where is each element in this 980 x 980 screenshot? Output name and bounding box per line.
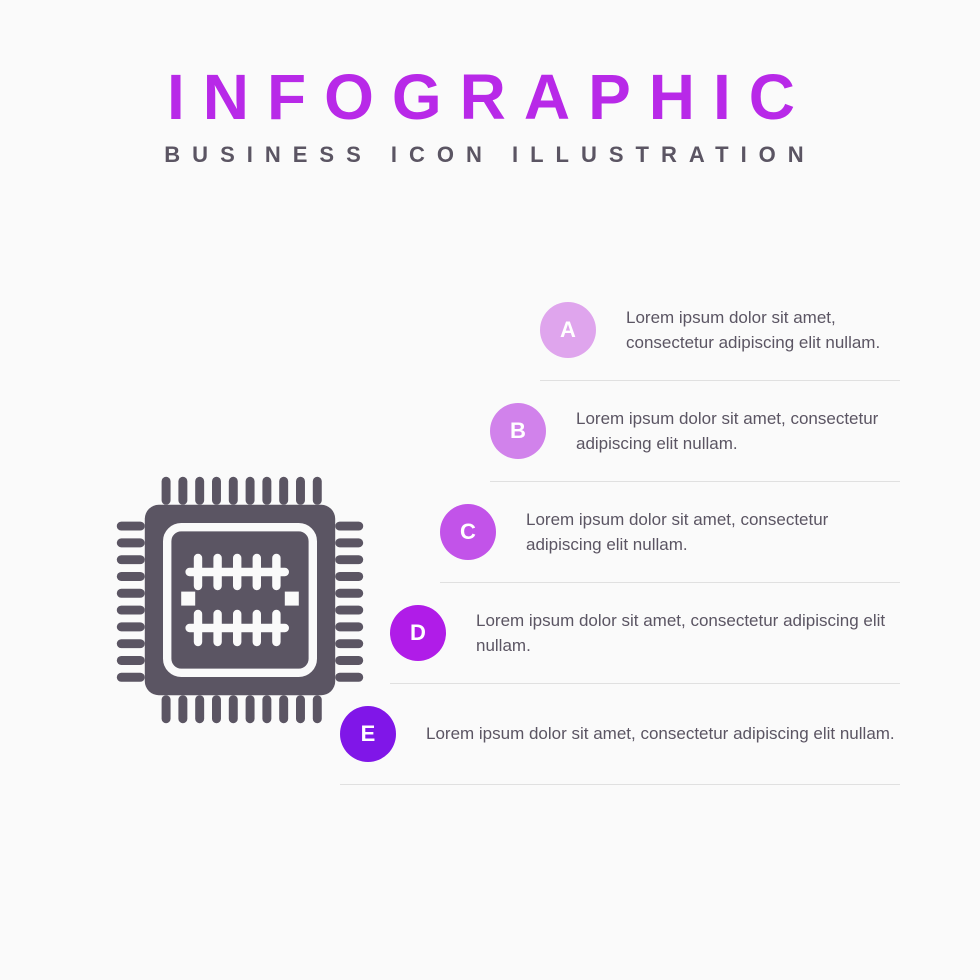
item-badge: A — [540, 302, 596, 358]
page-subtitle: BUSINESS ICON ILLUSTRATION — [0, 142, 980, 168]
item-badge: B — [490, 403, 546, 459]
list-item: E Lorem ipsum dolor sit amet, consectetu… — [340, 684, 900, 785]
cpu-chip-icon — [100, 460, 380, 745]
item-text: Lorem ipsum dolor sit amet, consectetur … — [576, 406, 900, 457]
header: INFOGRAPHIC BUSINESS ICON ILLUSTRATION — [0, 0, 980, 168]
page-title: INFOGRAPHIC — [0, 60, 980, 134]
list-item: B Lorem ipsum dolor sit amet, consectetu… — [490, 381, 900, 482]
item-badge: E — [340, 706, 396, 762]
items-list: A Lorem ipsum dolor sit amet, consectetu… — [340, 280, 900, 785]
list-item: D Lorem ipsum dolor sit amet, consectetu… — [390, 583, 900, 684]
item-text: Lorem ipsum dolor sit amet, consectetur … — [526, 507, 900, 558]
content-area: A Lorem ipsum dolor sit amet, consectetu… — [0, 280, 980, 980]
list-item: C Lorem ipsum dolor sit amet, consectetu… — [440, 482, 900, 583]
item-badge: D — [390, 605, 446, 661]
item-text: Lorem ipsum dolor sit amet, consectetur … — [626, 305, 900, 356]
item-text: Lorem ipsum dolor sit amet, consectetur … — [476, 608, 900, 659]
list-item: A Lorem ipsum dolor sit amet, consectetu… — [540, 280, 900, 381]
item-badge: C — [440, 504, 496, 560]
item-text: Lorem ipsum dolor sit amet, consectetur … — [426, 721, 900, 747]
